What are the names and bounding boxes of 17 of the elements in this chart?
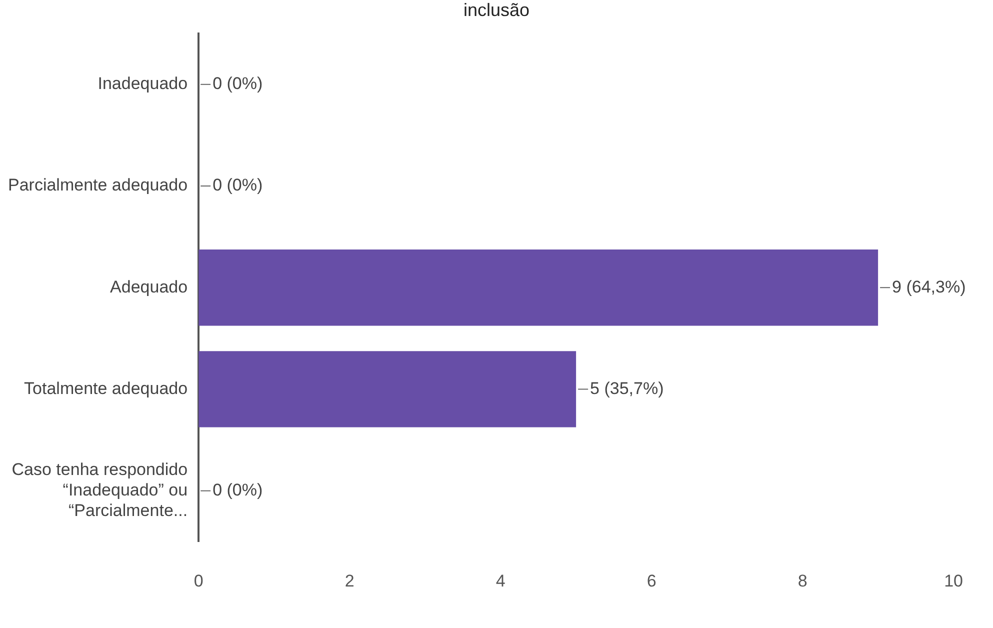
- x-tick-label: 0: [194, 571, 204, 590]
- y-tick-label: Totalmente adequado: [24, 378, 188, 398]
- x-tick-label: 10: [944, 571, 964, 590]
- data-label: 0 (0%): [212, 74, 263, 94]
- x-tick-label: 8: [798, 571, 808, 590]
- data-label: 0 (0%): [212, 176, 263, 195]
- y-tick-label: Inadequado: [98, 74, 188, 94]
- x-tick-label: 2: [344, 571, 354, 590]
- y-tick-label: Adequado: [110, 277, 188, 296]
- data-label: 5 (35,7%): [590, 378, 664, 398]
- data-label: 9 (64,3%): [892, 277, 966, 296]
- x-tick-label: 4: [496, 571, 506, 590]
- data-label: 0 (0%): [212, 480, 263, 500]
- chart-title: inclusão: [462, 0, 531, 21]
- y-tick-label: Caso tenha respondido “Inadequado” ou “Parcialmente...: [12, 460, 188, 520]
- y-tick-label: Parcialmente adequado: [8, 176, 188, 195]
- x-tick-label: 6: [646, 571, 656, 590]
